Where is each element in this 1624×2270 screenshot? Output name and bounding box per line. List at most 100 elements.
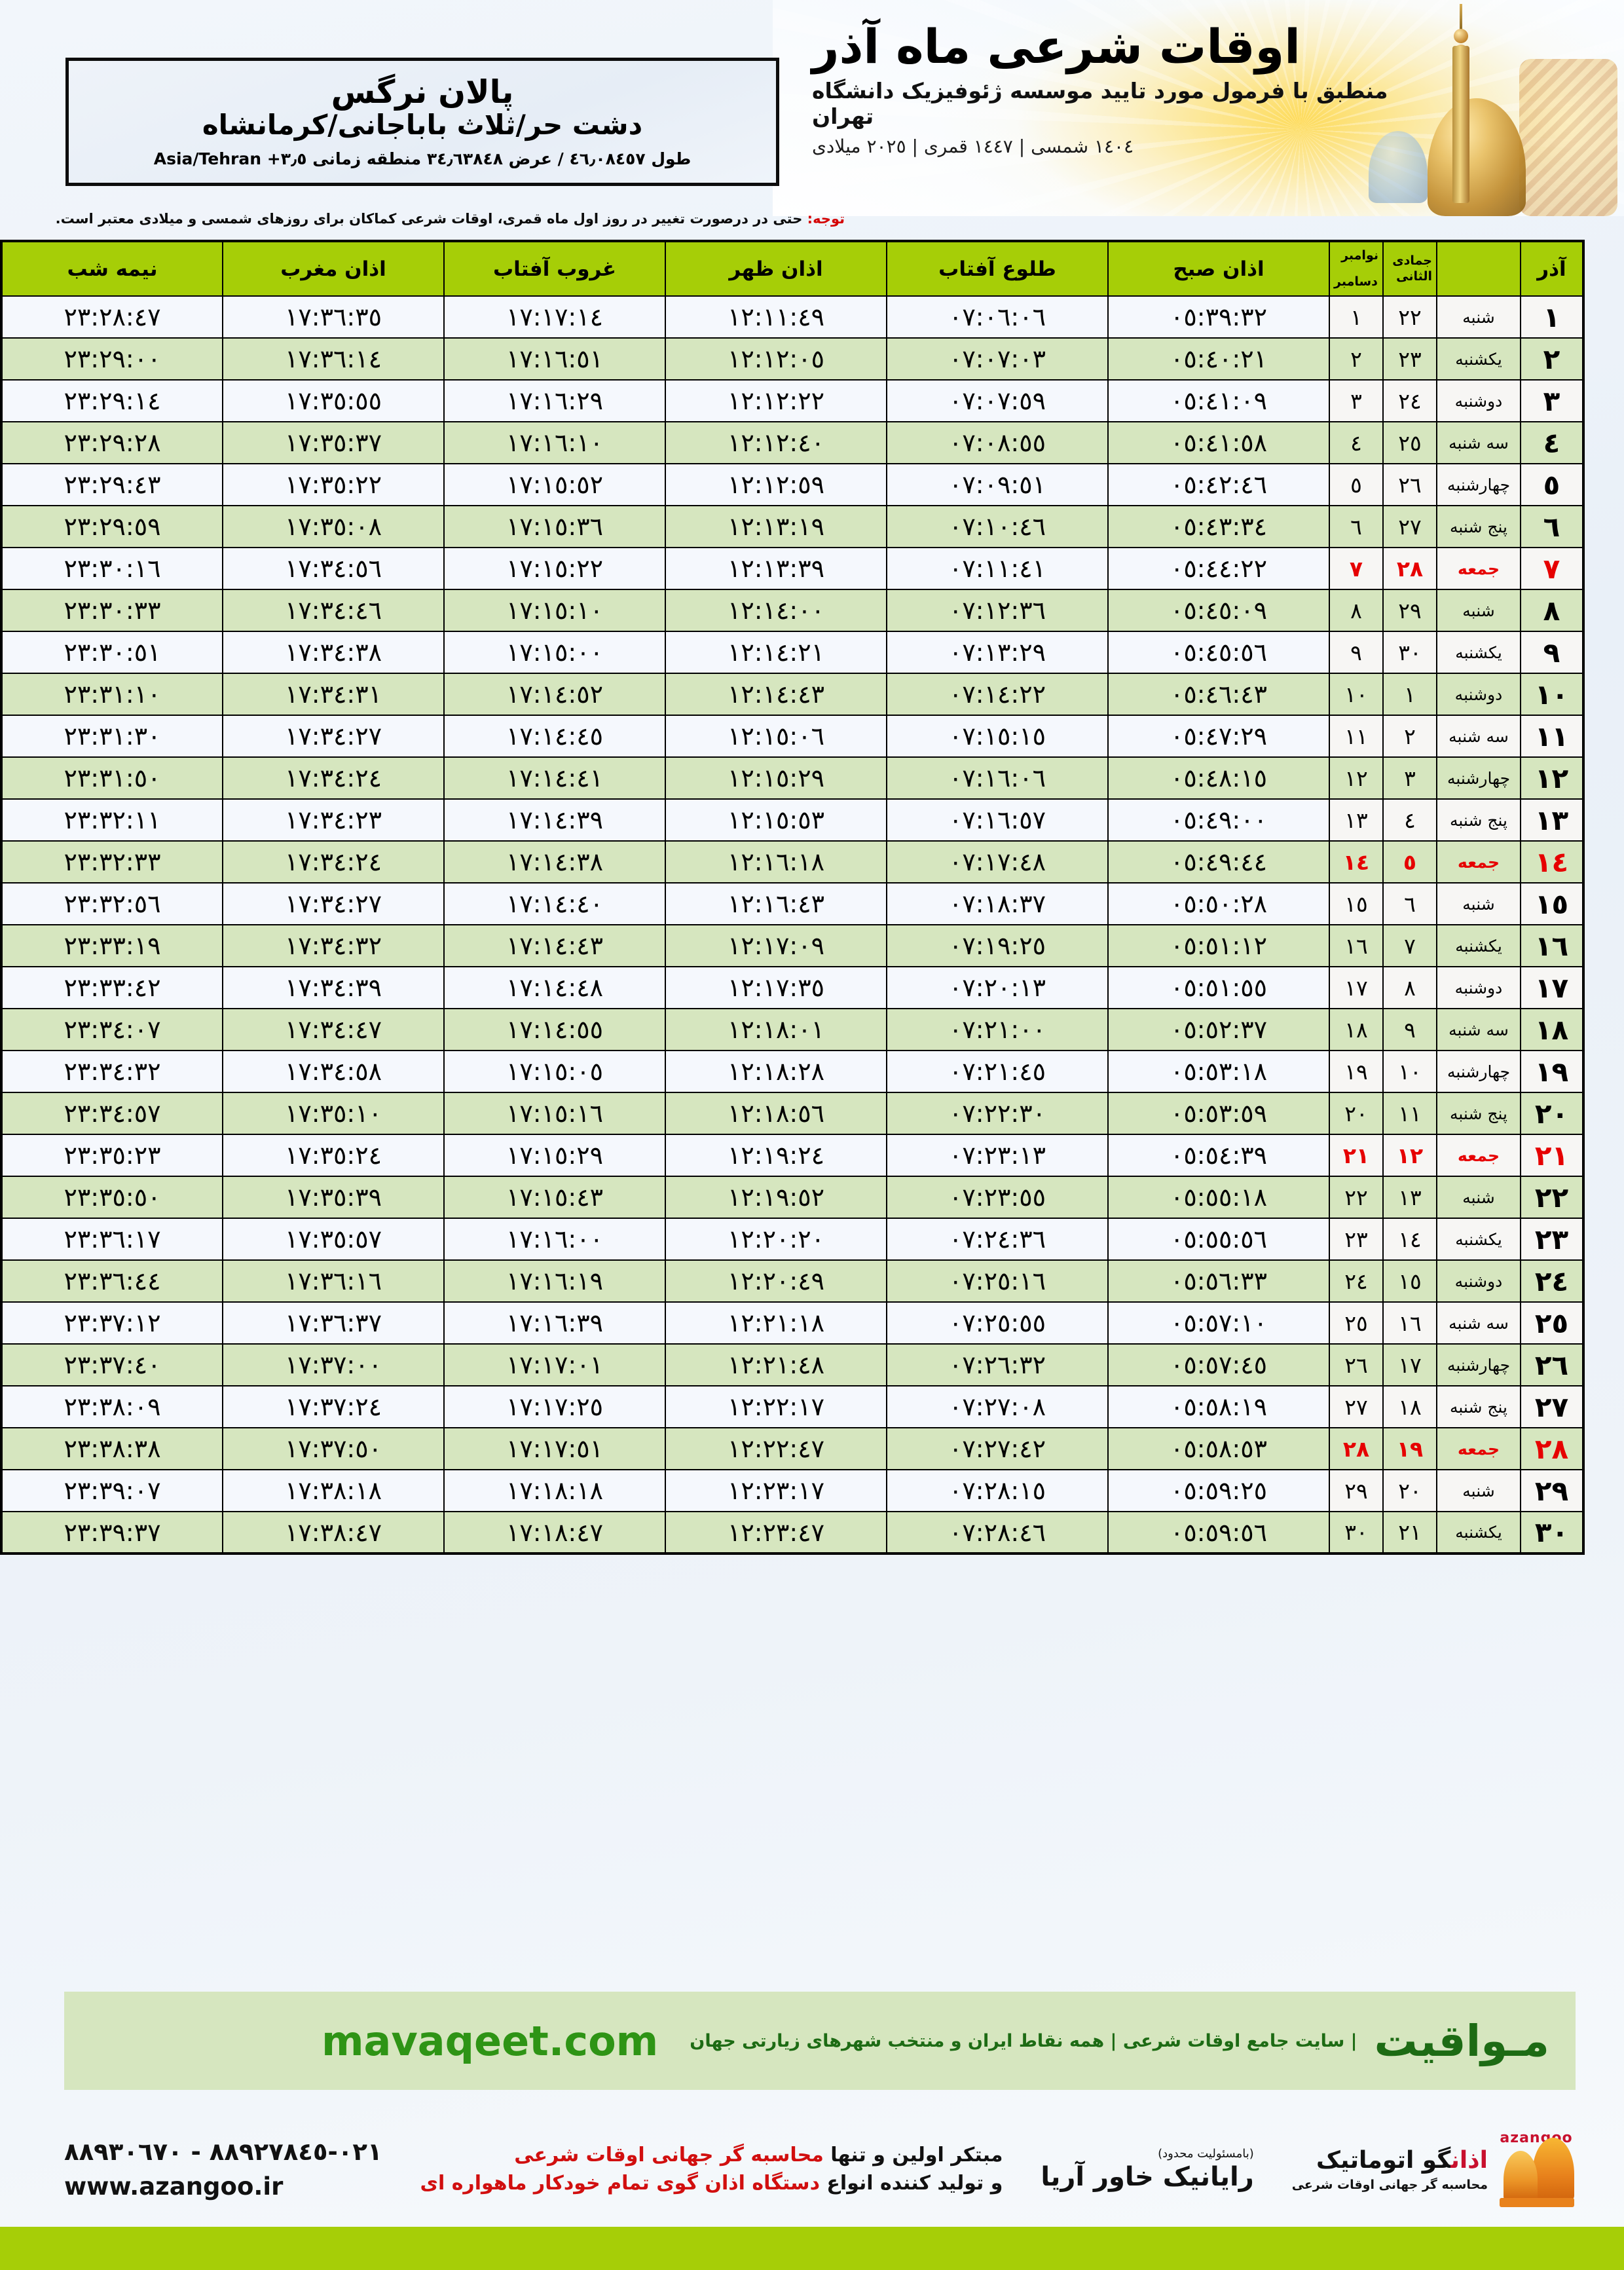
- cell-fajr: ٠٥:٤٨:١٥: [1107, 756, 1330, 800]
- cell-weekday: شنبه: [1436, 1469, 1521, 1512]
- cell-sunset: ١٧:١٤:٤٥: [443, 715, 666, 758]
- bottom-info-row: azangoo اذانگو اتوماتیک محاسبه گر جهانی …: [64, 2110, 1576, 2228]
- minaret-icon: [1447, 4, 1475, 203]
- col-header-day: آذر: [1520, 240, 1584, 297]
- cell-day: ١٧: [1520, 966, 1584, 1009]
- cell-sunrise: ٠٧:٢٥:٥٥: [886, 1301, 1109, 1345]
- rayanik-logo: (بامسئولیت محدود) رایانیک خاور آریا: [1041, 2147, 1253, 2192]
- cell-sunset: ١٧:١٦:٥١: [443, 337, 666, 381]
- cell-hij: ٢٠: [1382, 1469, 1437, 1512]
- table-row: ٢٤ دوشنبه ١٥ ٢٤ ٠٥:٥٦:٣٣ ٠٧:٢٥:١٦ ١٢:٢٠:٤٩ ١٧:١…: [1, 1259, 1584, 1303]
- header-banner: [773, 0, 1624, 216]
- cell-midnight: ٢٣:٣٥:٥٠: [1, 1176, 223, 1219]
- cell-dhuhr: ١٢:١٥:٠٦: [665, 715, 887, 758]
- brand-website-link[interactable]: mavaqeet.com: [321, 2017, 659, 2065]
- note-label: توجه:: [807, 211, 845, 227]
- cell-hij: ١٣: [1382, 1176, 1437, 1219]
- cell-weekday: پنج شنبه: [1436, 505, 1521, 548]
- cell-maghrib: ١٧:٣٨:١٨: [222, 1469, 445, 1512]
- cell-weekday: جمعه: [1436, 1427, 1521, 1470]
- cell-midnight: ٢٣:٣٨:٠٩: [1, 1385, 223, 1428]
- cell-greg: ٢٧: [1329, 1385, 1384, 1428]
- azangoo-text-block: اذانگو اتوماتیک محاسبه گر جهانی اوقات شر…: [1292, 2147, 1488, 2192]
- cell-day: ٢٦: [1520, 1343, 1584, 1386]
- cell-midnight: ٢٣:٣٢:٣٣: [1, 840, 223, 884]
- cell-dhuhr: ١٢:١٣:١٩: [665, 505, 887, 548]
- cell-day: ٢٠: [1520, 1092, 1584, 1135]
- table-row: ١٢ چهارشنبه ٣ ١٢ ٠٥:٤٨:١٥ ٠٧:١٦:٠٦ ١٢:١٥:٢٩ ١٧:…: [1, 756, 1584, 800]
- cell-sunrise: ٠٧:٠٩:٥١: [886, 463, 1109, 506]
- cell-maghrib: ١٧:٣٤:٣١: [222, 673, 445, 716]
- cell-sunrise: ٠٧:١٦:٠٦: [886, 756, 1109, 800]
- cell-greg: ١٩: [1329, 1050, 1384, 1093]
- prayer-times-table: آذر جمادی الثانی نوامبر دسامبر اذان صبح …: [0, 240, 1585, 1555]
- cell-hij: ٤: [1382, 798, 1437, 842]
- cell-midnight: ٢٣:٣١:٥٠: [1, 756, 223, 800]
- cell-maghrib: ١٧:٣٦:١٦: [222, 1259, 445, 1303]
- cell-fajr: ٠٥:٥٩:٢٥: [1107, 1469, 1330, 1512]
- cell-weekday: پنج شنبه: [1436, 1385, 1521, 1428]
- cell-sunset: ١٧:١٦:٠٠: [443, 1218, 666, 1261]
- cell-maghrib: ١٧:٣٧:٠٠: [222, 1343, 445, 1386]
- cell-weekday: شنبه: [1436, 1176, 1521, 1219]
- cell-sunset: ١٧:١٥:٢٩: [443, 1134, 666, 1177]
- table-row: ١١ سه شنبه ٢ ١١ ٠٥:٤٧:٢٩ ٠٧:١٥:١٥ ١٢:١٥:٠٦ ١٧:١…: [1, 715, 1584, 758]
- cell-fajr: ٠٥:٥٨:١٩: [1107, 1385, 1330, 1428]
- cell-dhuhr: ١٢:٢٠:٢٠: [665, 1218, 887, 1261]
- col-header-maghrib: اذان مغرب: [222, 240, 445, 297]
- table-row: ٢٧ پنج شنبه ١٨ ٢٧ ٠٥:٥٨:١٩ ٠٧:٢٧:٠٨ ١٢:٢٢:١٧ ١٧…: [1, 1385, 1584, 1428]
- page-title: اوقات شرعی ماه آذر: [812, 19, 1301, 74]
- cell-weekday: جمعه: [1436, 1134, 1521, 1177]
- cell-day: ١٩: [1520, 1050, 1584, 1093]
- cell-weekday: یکشنبه: [1436, 1218, 1521, 1261]
- cell-maghrib: ١٧:٣٥:٣٩: [222, 1176, 445, 1219]
- cell-weekday: پنج شنبه: [1436, 798, 1521, 842]
- cell-sunrise: ٠٧:٢٨:٤٦: [886, 1511, 1109, 1554]
- cell-hij: ١٧: [1382, 1343, 1437, 1386]
- cell-weekday: چهارشنبه: [1436, 463, 1521, 506]
- cell-maghrib: ١٧:٣٥:٢٤: [222, 1134, 445, 1177]
- contact-website[interactable]: www.azangoo.ir: [64, 2172, 284, 2201]
- table-head: آذر جمادی الثانی نوامبر دسامبر اذان صبح …: [1, 240, 1584, 297]
- cell-dhuhr: ١٢:١٦:٤٣: [665, 882, 887, 925]
- cell-weekday: شنبه: [1436, 589, 1521, 632]
- cell-fajr: ٠٥:٥٢:٣٧: [1107, 1008, 1330, 1051]
- cell-weekday: دوشنبه: [1436, 379, 1521, 422]
- col-header-gregorian-dec: دسامبر: [1334, 274, 1378, 289]
- cell-hij: ٢٨: [1382, 547, 1437, 590]
- cell-sunset: ١٧:١٤:٤٣: [443, 924, 666, 967]
- cell-fajr: ٠٥:٥٣:١٨: [1107, 1050, 1330, 1093]
- cell-dhuhr: ١٢:١٩:٢٤: [665, 1134, 887, 1177]
- cell-day: ١٨: [1520, 1008, 1584, 1051]
- cell-fajr: ٠٥:٥٦:٣٣: [1107, 1259, 1330, 1303]
- cell-dhuhr: ١٢:١٧:٣٥: [665, 966, 887, 1009]
- cell-maghrib: ١٧:٣٤:٥٦: [222, 547, 445, 590]
- cell-fajr: ٠٥:٥٧:١٠: [1107, 1301, 1330, 1345]
- cell-greg: ١٠: [1329, 673, 1384, 716]
- cell-sunrise: ٠٧:١٤:٢٢: [886, 673, 1109, 716]
- cell-maghrib: ١٧:٣٧:٢٤: [222, 1385, 445, 1428]
- azangoo-title-rest: گو اتوماتیک: [1316, 2146, 1451, 2174]
- cell-day: ٢٩: [1520, 1469, 1584, 1512]
- prayer-times-table-wrapper: آذر جمادی الثانی نوامبر دسامبر اذان صبح …: [0, 240, 1585, 1555]
- table-row: ٢٩ شنبه ٢٠ ٢٩ ٠٥:٥٩:٢٥ ٠٧:٢٨:١٥ ١٢:٢٣:١٧ ١٧:١٨:…: [1, 1469, 1584, 1512]
- col-header-hijri-label: جمادی الثانی: [1392, 253, 1432, 284]
- cell-sunrise: ٠٧:١٩:٢٥: [886, 924, 1109, 967]
- cell-midnight: ٢٣:٢٩:٥٩: [1, 505, 223, 548]
- table-row: ٣٠ یکشنبه ٢١ ٣٠ ٠٥:٥٩:٥٦ ٠٧:٢٨:٤٦ ١٢:٢٣:٤٧ ١٧:١…: [1, 1511, 1584, 1554]
- cell-dhuhr: ١٢:١١:٤٩: [665, 295, 887, 339]
- cell-fajr: ٠٥:٤٥:٥٦: [1107, 631, 1330, 674]
- cell-hij: ٢٩: [1382, 589, 1437, 632]
- page-subtitle: منطبق با فرمول مورد تایید موسسه ژئوفیزیک…: [812, 77, 1388, 129]
- cell-midnight: ٢٣:٢٨:٤٧: [1, 295, 223, 339]
- cell-hij: ٧: [1382, 924, 1437, 967]
- cell-sunset: ١٧:١٤:٤٨: [443, 966, 666, 1009]
- contact-phone: ٠٢١-٨٨٩٢٧٨٤٥ - ٨٨٩٣٠٦٧٠: [64, 2138, 382, 2166]
- cell-day: ٢٢: [1520, 1176, 1584, 1219]
- cell-sunset: ١٧:١٧:٢٥: [443, 1385, 666, 1428]
- cell-midnight: ٢٣:٣٤:٥٧: [1, 1092, 223, 1135]
- calendar-years: ١٤٠٤ شمسی | ١٤٤٧ قمری | ٢٠٢٥ میلادی: [812, 135, 1134, 157]
- col-header-sunrise: طلوع آفتاب: [886, 240, 1109, 297]
- note-line: توجه: حتی در درصورت تغییر در روز اول ماه…: [39, 211, 845, 227]
- col-header-dhuhr: اذان ظهر: [665, 240, 887, 297]
